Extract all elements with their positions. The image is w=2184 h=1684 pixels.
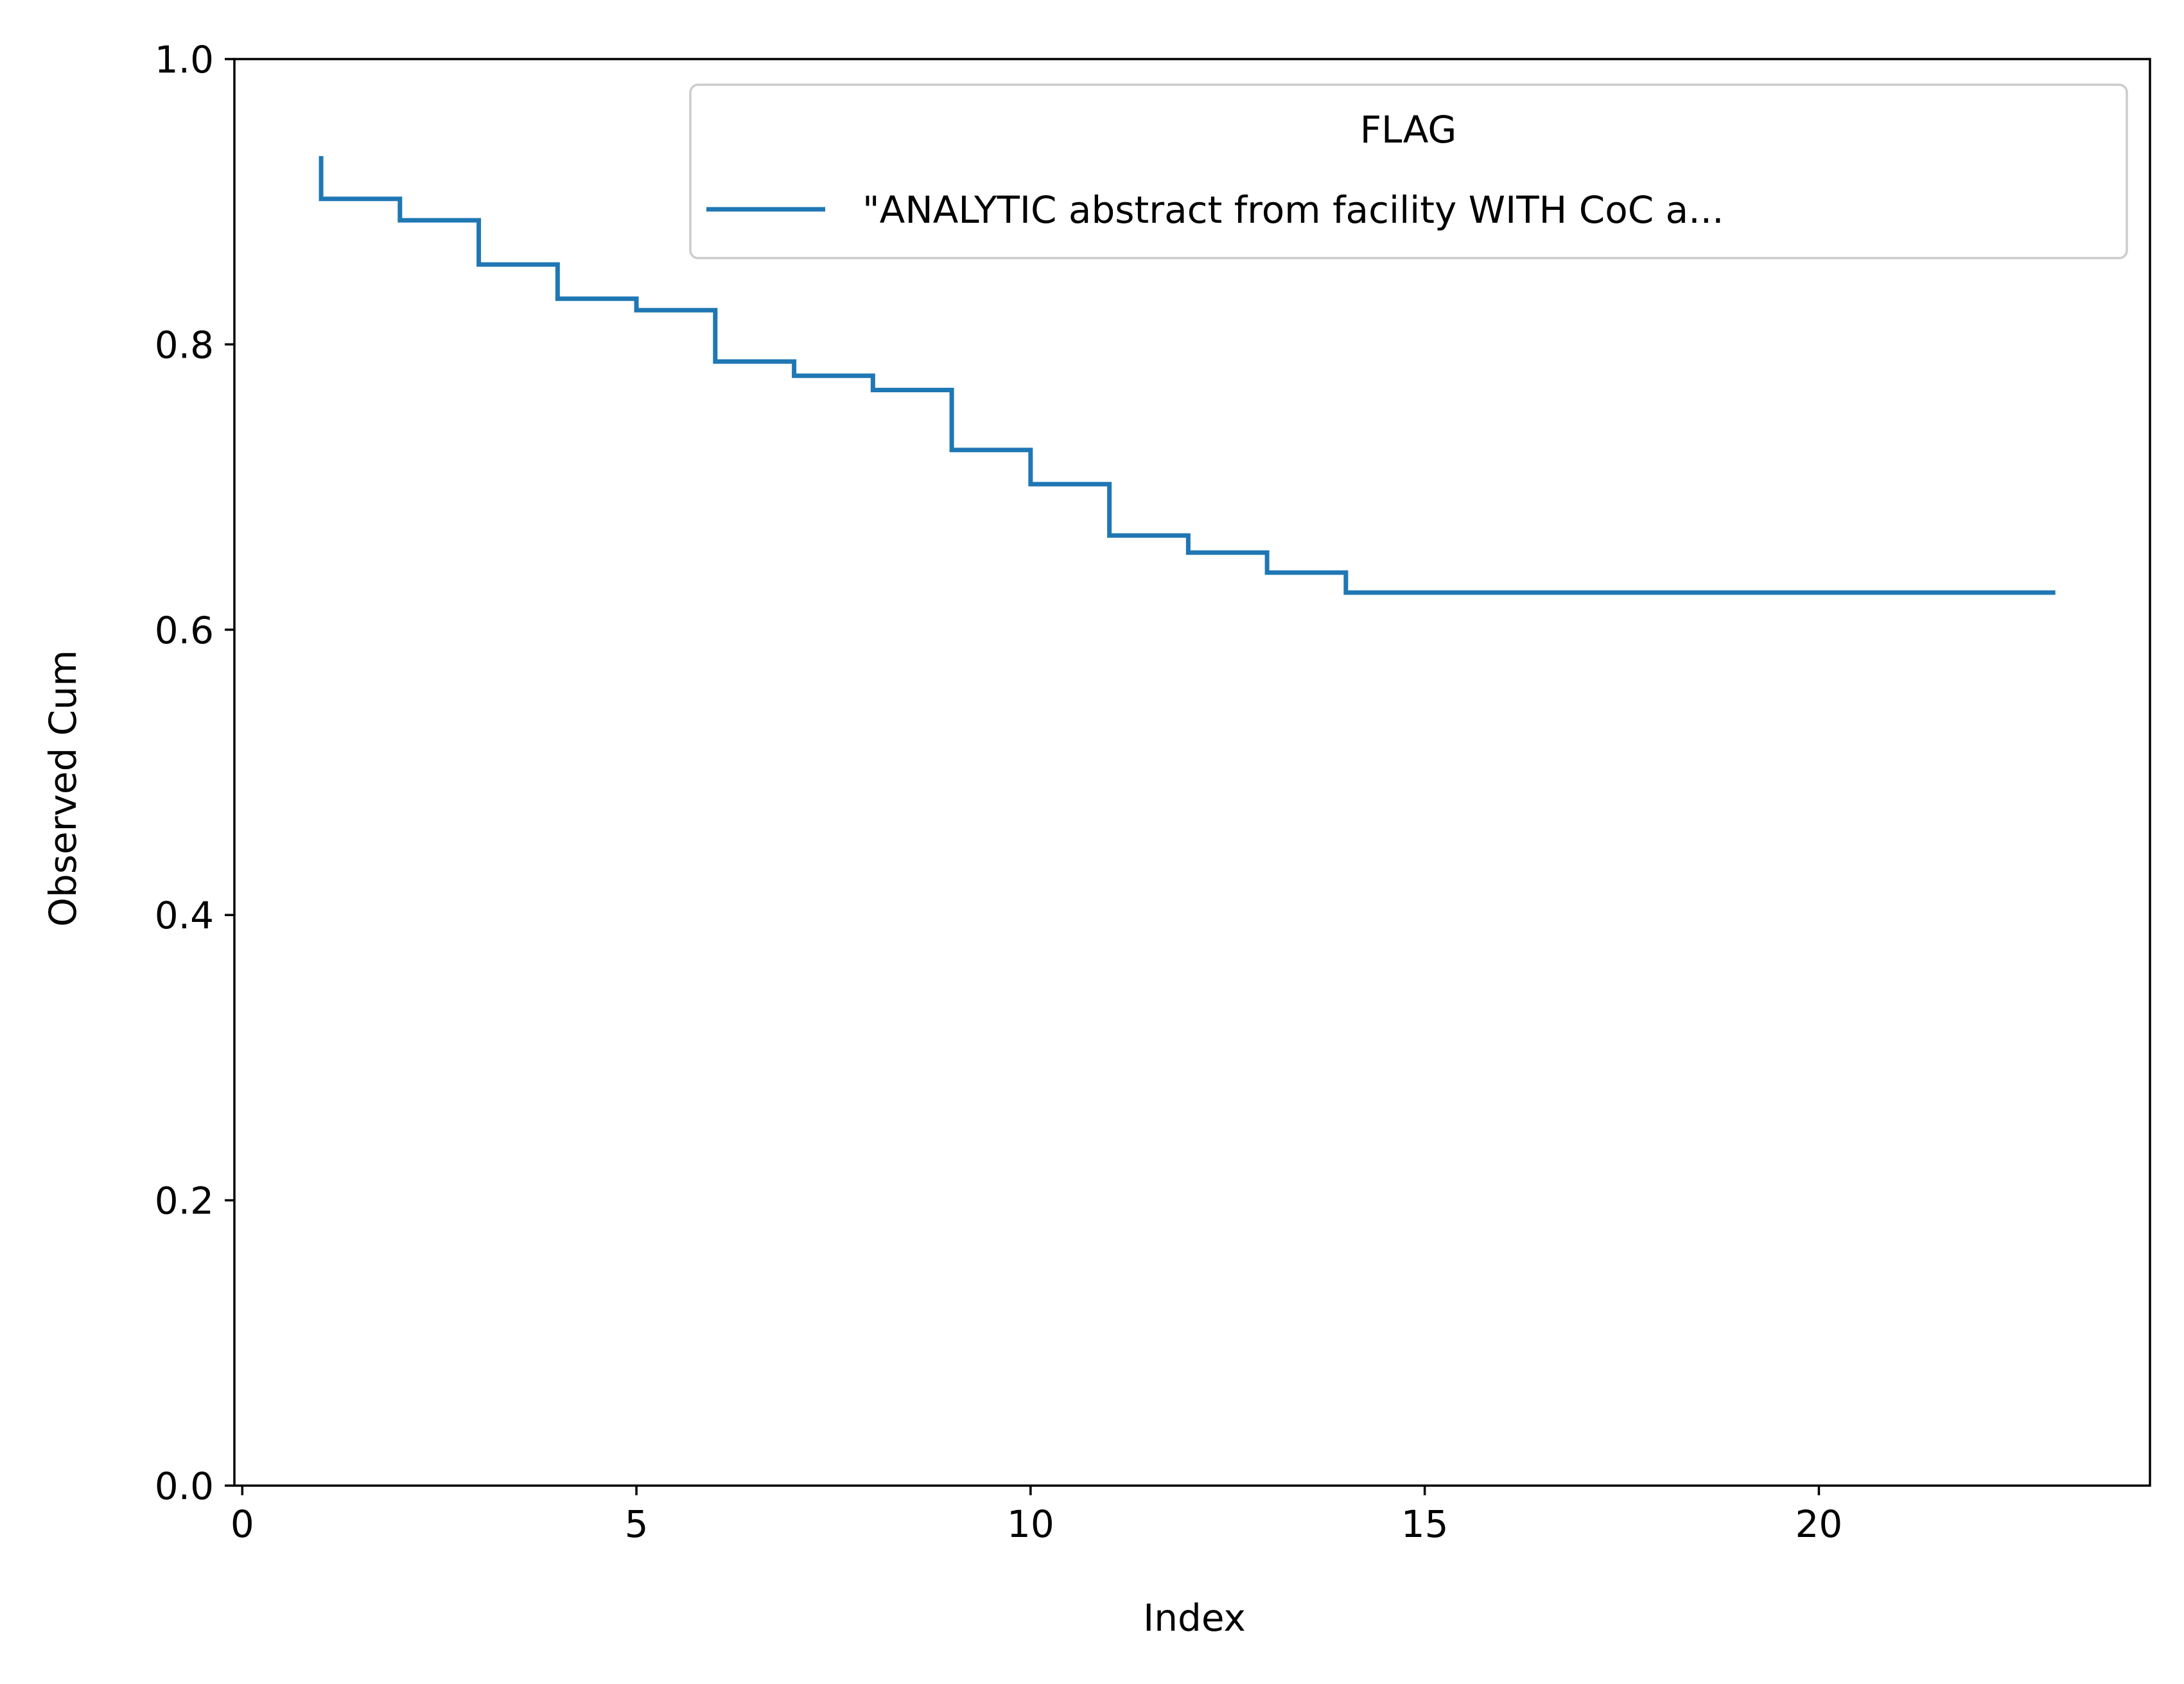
x-tick-label: 5 (625, 1502, 649, 1546)
x-tick-label: 15 (1401, 1502, 1449, 1546)
y-axis-ticks: 0.0 0.2 0.4 0.6 0.8 1.0 (155, 38, 234, 1508)
axes-frame (233, 58, 2151, 1487)
x-tick-label: 20 (1795, 1502, 1843, 1546)
y-tick-label: 0.6 (155, 609, 214, 652)
y-tick-label: 0.0 (155, 1464, 214, 1508)
legend-box (689, 83, 2128, 259)
y-axis-label: Observed Cum (41, 650, 85, 926)
x-tick-label: 10 (1007, 1502, 1054, 1546)
y-tick-label: 0.4 (155, 894, 214, 937)
legend-entry-label: "ANALYTIC abstract from facility WITH Co… (862, 188, 1724, 232)
x-tick-label: 0 (231, 1502, 254, 1546)
y-tick-label: 0.8 (155, 323, 214, 367)
x-axis-ticks: 0 5 10 15 20 (231, 1486, 1843, 1546)
legend-title: FLAG (1360, 108, 1457, 152)
plot-area (234, 59, 2150, 1486)
series-line-0 (319, 156, 2056, 595)
series-layer (319, 156, 2056, 595)
y-tick-label: 1.0 (155, 38, 214, 82)
x-axis-label: Index (1143, 1596, 1246, 1640)
y-tick-label: 0.2 (155, 1179, 214, 1223)
legend: FLAG "ANALYTIC abstract from facility WI… (689, 83, 2128, 259)
